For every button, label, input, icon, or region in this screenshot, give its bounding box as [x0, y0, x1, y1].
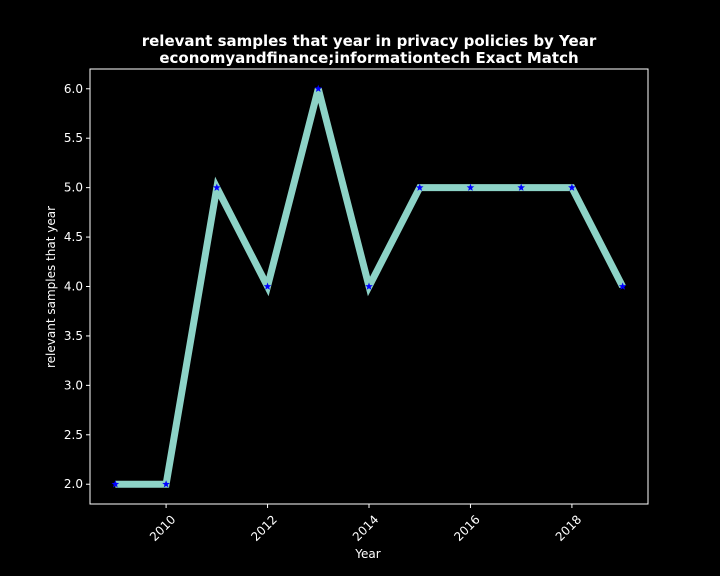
data-point [314, 84, 323, 93]
x-tick-label: 2016 [451, 512, 482, 543]
chart-title-line1: relevant samples that year in privacy po… [142, 32, 597, 50]
x-tick-label: 2010 [147, 512, 178, 543]
x-tick-label: 2014 [350, 512, 381, 543]
y-axis-label: relevant samples that year [44, 206, 58, 368]
data-point [568, 183, 576, 191]
y-axis: 2.0 2.5 3.0 3.5 4.0 4.5 5.0 5.5 6.0 [64, 82, 90, 491]
y-tick-label: 4.0 [64, 280, 83, 294]
series-layer [111, 84, 627, 488]
data-point [517, 183, 525, 191]
data-point [111, 480, 120, 488]
y-tick-label: 5.5 [64, 131, 83, 145]
data-point [263, 282, 272, 290]
y-tick-label: 4.5 [64, 230, 83, 244]
x-axis: 2010 2012 2014 2016 2018 [147, 504, 584, 544]
y-tick-label: 2.5 [64, 428, 83, 442]
data-point [618, 282, 627, 290]
data-point [466, 183, 475, 191]
y-tick-label: 2.0 [64, 477, 83, 491]
y-tick-label: 3.5 [64, 329, 83, 343]
chart-title-line2: economyandfinance;informationtech Exact … [159, 49, 578, 67]
data-point [415, 183, 424, 191]
data-point [162, 480, 170, 488]
x-tick-label: 2018 [553, 512, 584, 543]
y-tick-label: 6.0 [64, 82, 83, 96]
x-tick-label: 2012 [248, 512, 279, 543]
data-point [365, 282, 373, 290]
y-tick-label: 5.0 [64, 181, 83, 195]
data-point [213, 183, 221, 191]
x-axis-label: Year [354, 547, 380, 561]
y-tick-label: 3.0 [64, 378, 83, 392]
